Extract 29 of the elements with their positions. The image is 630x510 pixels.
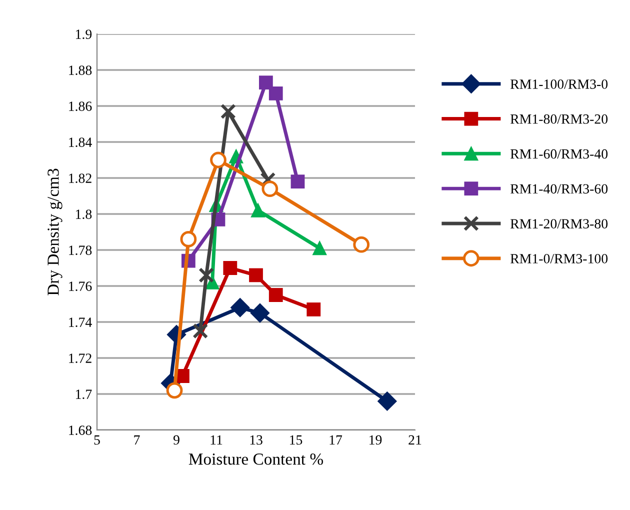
x-axis-title: Moisture Content %: [188, 453, 324, 465]
y-tick-label: 1.8: [76, 210, 92, 220]
x-tick-label: 17: [330, 435, 342, 444]
y-axis-title: Dry Density g/cm3: [48, 168, 62, 296]
legend-label: RM1-40/RM3-60: [510, 184, 608, 194]
y-tick-label: 1.86: [69, 102, 92, 112]
y-tick-label: 1.72: [69, 354, 92, 364]
y-tick-label: 1.68: [69, 426, 92, 436]
y-tick-label: 1.84: [69, 138, 92, 148]
legend-label: RM1-100/RM3-0: [510, 79, 608, 89]
y-tick-label: 1.9: [76, 30, 92, 40]
legend-label: RM1-80/RM3-20: [510, 114, 608, 124]
y-tick-label: 1.76: [69, 282, 92, 292]
x-tick-label: 21: [408, 435, 422, 444]
y-tick-label: 1.82: [69, 174, 92, 184]
x-tick-label: 7: [134, 435, 140, 444]
legend-label: RM1-60/RM3-40: [510, 149, 608, 159]
x-tick-label: 9: [173, 435, 180, 445]
x-tick-label: 15: [290, 435, 302, 445]
x-tick-label: 13: [250, 435, 262, 445]
x-tick-label: 5: [94, 435, 100, 445]
y-tick-label: 1.78: [69, 246, 92, 256]
x-tick-label: 11: [210, 435, 222, 444]
y-tick-label: 1.7: [76, 390, 92, 400]
legend-label: RM1-0/RM3-100: [510, 254, 608, 264]
y-tick-label: 1.74: [69, 318, 92, 328]
y-tick-label: 1.88: [69, 66, 92, 76]
x-tick-label: 19: [370, 435, 382, 445]
legend-label: RM1-20/RM3-80: [510, 219, 608, 228]
